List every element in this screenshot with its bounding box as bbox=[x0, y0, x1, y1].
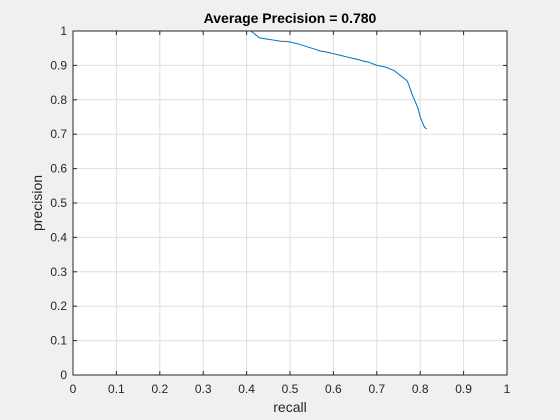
y-tick-label: 0.7 bbox=[50, 127, 67, 141]
x-tick-label: 0.3 bbox=[195, 382, 212, 396]
y-tick-label: 0.9 bbox=[50, 58, 67, 72]
series-layer bbox=[73, 30, 428, 130]
x-tick-label: 0.9 bbox=[455, 382, 472, 396]
x-tick-label: 0.7 bbox=[368, 382, 385, 396]
x-tick-label: 0.5 bbox=[282, 382, 299, 396]
y-tick-label: 0.3 bbox=[50, 265, 67, 279]
y-tick-label: 0 bbox=[60, 368, 67, 382]
tick-marks bbox=[72, 30, 508, 376]
x-tick-label: 0.1 bbox=[108, 382, 125, 396]
x-tick-labels: 0 0.1 0.2 0.3 0.4 0.5 0.6 0.7 0.8 0.9 1 bbox=[70, 382, 511, 396]
y-tick-label: 1 bbox=[60, 24, 67, 38]
precision-recall-line bbox=[73, 30, 428, 130]
y-tick-label: 0.1 bbox=[50, 334, 67, 348]
y-tick-label: 0.6 bbox=[50, 162, 67, 176]
x-tick-label: 1 bbox=[504, 382, 511, 396]
x-tick-label: 0 bbox=[70, 382, 77, 396]
y-tick-label: 0.4 bbox=[50, 230, 67, 244]
x-tick-label: 0.2 bbox=[151, 382, 168, 396]
y-tick-label: 0.2 bbox=[50, 299, 67, 313]
x-tick-label: 0.4 bbox=[238, 382, 255, 396]
x-axis-label: recall bbox=[273, 399, 306, 415]
y-tick-labels: 0 0.1 0.2 0.3 0.4 0.5 0.6 0.7 0.8 0.9 1 bbox=[50, 24, 67, 382]
x-tick-label: 0.8 bbox=[412, 382, 429, 396]
y-tick-label: 0.5 bbox=[50, 196, 67, 210]
y-axis-label: precision bbox=[29, 175, 45, 231]
y-tick-label: 0.8 bbox=[50, 93, 67, 107]
chart-title: Average Precision = 0.780 bbox=[204, 10, 377, 26]
x-tick-label: 0.6 bbox=[325, 382, 342, 396]
